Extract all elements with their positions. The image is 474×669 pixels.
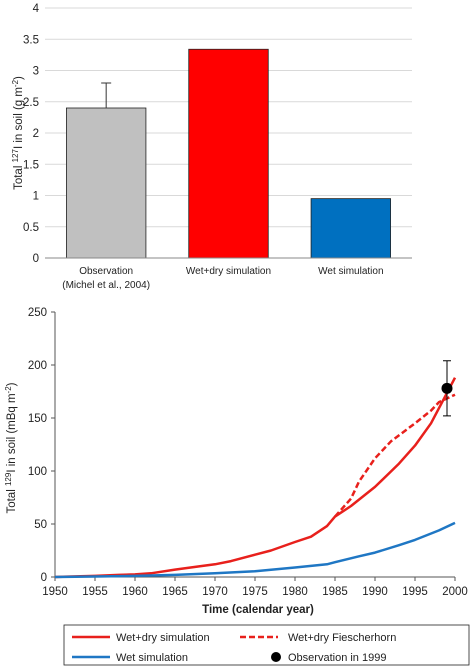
line-y-tick-label: 0	[41, 572, 47, 584]
line-x-tick-label: 1965	[162, 586, 188, 598]
line-y-tick-label: 150	[28, 413, 47, 425]
line-chart: 0 50 100 150 200 250 1950 1955 1960 1965 1970 1975…	[4, 307, 470, 666]
line-x-tick-label: 1970	[202, 586, 228, 598]
line-x-tick-label: 1950	[42, 586, 68, 598]
line-x-tick-label: 1955	[82, 586, 108, 598]
line-x-tick-label: 1975	[242, 586, 268, 598]
series-line	[334, 393, 456, 518]
series-line	[54, 377, 457, 579]
bar-y-tick-labels: 0 0.5 1 1.5 2 2.5 3 3.5 4	[23, 3, 40, 265]
line-series-group	[54, 360, 457, 579]
observation-point	[441, 382, 453, 394]
legend: Wet+dry simulation Wet+dry Fiescherhorn …	[63, 624, 470, 666]
bar-y-tick-label: 3.5	[23, 34, 39, 46]
bar-y-tick-label: 1	[33, 191, 39, 203]
line-y-tick-label: 250	[28, 307, 47, 319]
bar	[188, 48, 269, 259]
legend-label-observation: Observation in 1999	[288, 652, 386, 664]
bar-category-label: Wet+dry simulation	[186, 266, 271, 277]
legend-box	[63, 624, 470, 666]
bar-chart: 0 0.5 1 1.5 2 2.5 3 3.5 4 Observation (Michel et …	[11, 3, 412, 291]
line-x-tick-label: 1980	[282, 586, 308, 598]
bar-bars	[66, 48, 391, 259]
bar	[310, 198, 391, 259]
line-x-axis-label: Time (calendar year)	[202, 604, 314, 616]
bar-y-tick-label: 2	[33, 128, 39, 140]
bar-category-label: Wet simulation	[318, 266, 383, 277]
line-y-tick-label: 100	[28, 466, 47, 478]
legend-label-wet: Wet simulation	[116, 652, 188, 664]
bar-y-tick-label: 3	[33, 66, 39, 78]
legend-label-fiescherhorn: Wet+dry Fiescherhorn	[288, 632, 396, 644]
bar	[66, 107, 147, 259]
line-x-ticks: 1950 1955 1960 1965 1970 1975 1980 1985 1990 1995…	[42, 577, 468, 598]
series-line	[54, 521, 456, 579]
bar-y-tick-label: 4	[33, 3, 40, 15]
line-x-tick-label: 2000	[442, 586, 468, 598]
legend-label-wet-dry: Wet+dry simulation	[116, 632, 210, 644]
line-x-tick-label: 1960	[122, 586, 148, 598]
bar-category-labels: Observation (Michel et al., 2004) Wet+dry …	[62, 266, 383, 291]
bar-y-tick-label: 0	[33, 253, 39, 265]
bar-y-tick-label: 2.5	[23, 97, 39, 109]
legend-swatch-observation	[271, 652, 281, 662]
bar-category-label-line2: (Michel et al., 2004)	[62, 280, 150, 291]
line-x-tick-label: 1990	[362, 586, 388, 598]
bar-y-axis-label: Total 127I in soil (g m-2)	[11, 76, 25, 190]
bar-error-bars	[101, 82, 112, 108]
line-y-tick-label: 50	[34, 519, 47, 531]
line-y-ticks: 0 50 100 150 200 250	[28, 307, 55, 584]
bar-category-label: Observation	[79, 266, 133, 277]
line-x-tick-label: 1985	[322, 586, 348, 598]
bar-y-tick-label: 1.5	[23, 159, 39, 171]
line-y-axis-label: Total 129I in soil (mBq m-2)	[4, 382, 18, 513]
bar-y-tick-label: 0.5	[23, 222, 39, 234]
line-x-tick-label: 1995	[402, 586, 428, 598]
line-y-tick-label: 200	[28, 360, 47, 372]
